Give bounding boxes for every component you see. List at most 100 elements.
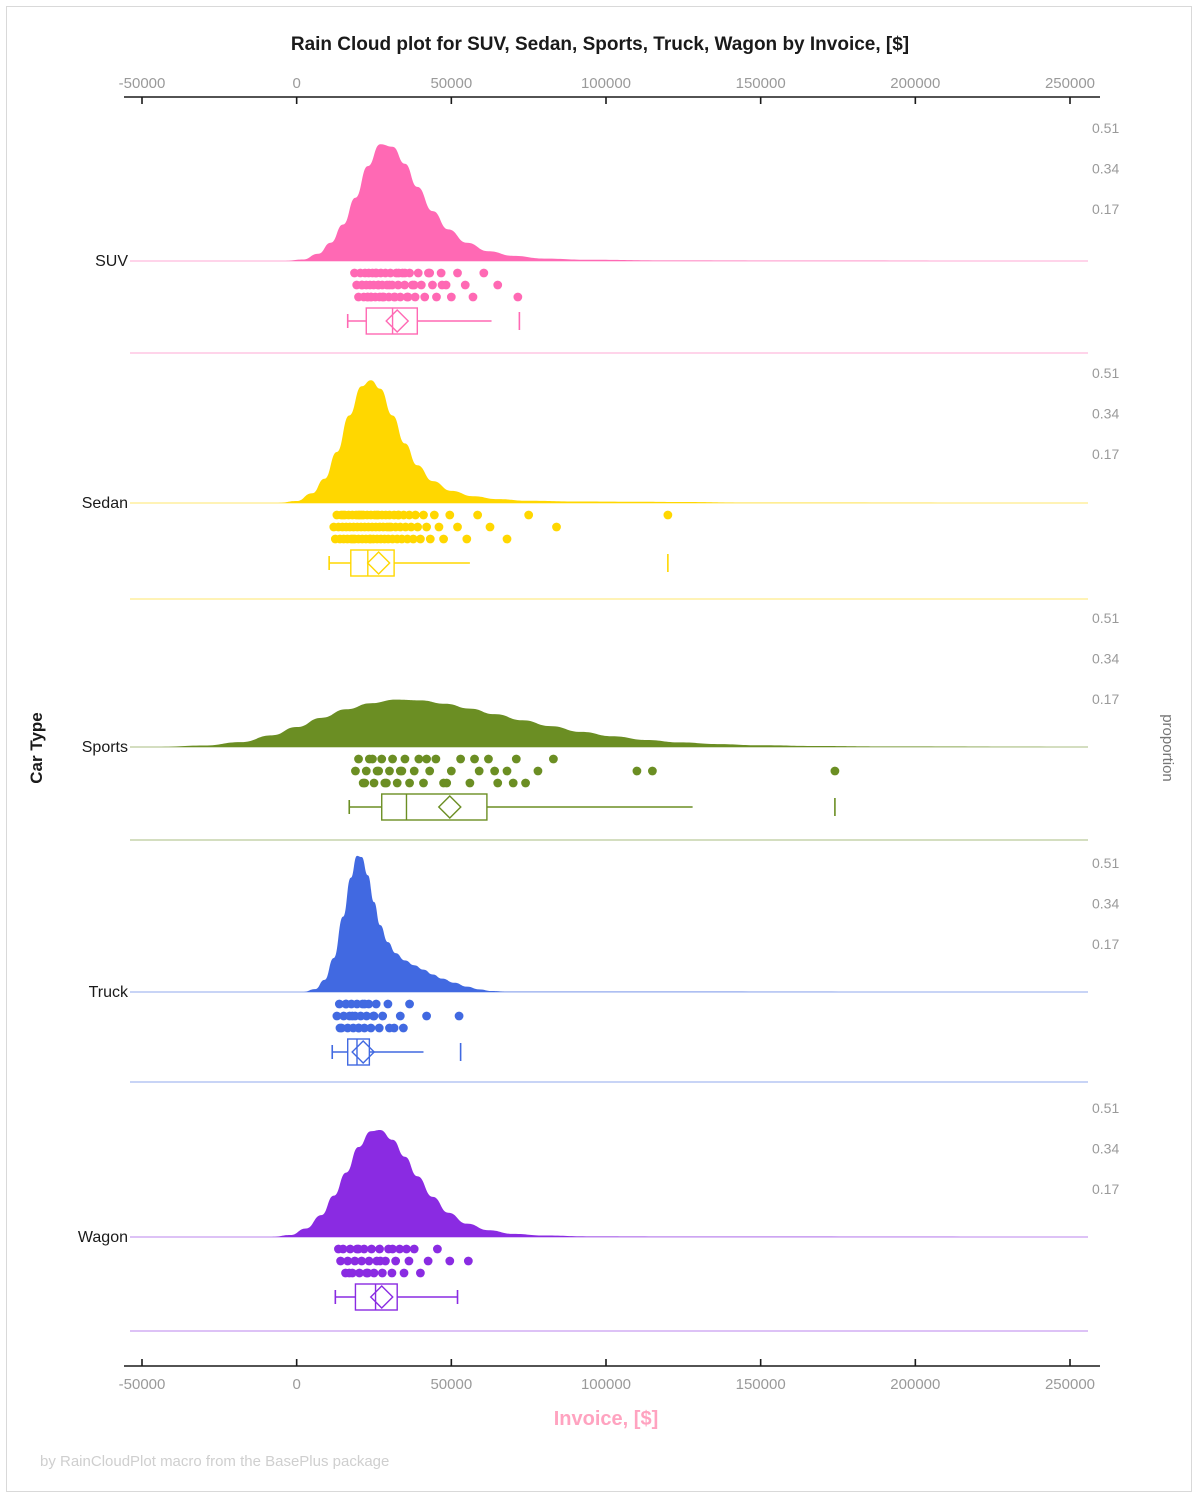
mean-diamond — [385, 309, 410, 333]
rain-dot — [473, 510, 483, 520]
rain-dot — [431, 754, 441, 764]
rain-dot — [493, 280, 503, 290]
rain-dot — [388, 1244, 397, 1254]
bottom-x-tick-6: 250000 — [1045, 1376, 1095, 1393]
rain-dot — [413, 268, 423, 278]
box-plot — [348, 793, 836, 821]
rain-dot — [453, 522, 462, 532]
y-axis-right-title: proportion — [1159, 714, 1176, 782]
rain-dot — [360, 778, 370, 788]
page-title: Rain Cloud plot for SUV, Sedan, Sports, … — [291, 34, 909, 55]
rain-dot — [374, 280, 384, 290]
rain-dot — [330, 534, 340, 544]
rain-dot — [363, 1268, 373, 1278]
rain-dot — [414, 754, 424, 764]
rain-dot — [416, 1268, 425, 1278]
top-x-tick-6: 250000 — [1045, 75, 1095, 92]
rain-dot — [479, 268, 489, 278]
panel-wagon: 0.51 0.34 0.17 Wagon — [78, 1100, 1119, 1332]
rain-dot — [366, 534, 375, 544]
panel-suv: 0.51 0.34 0.17 SUV — [95, 120, 1119, 354]
density-cloud — [278, 380, 1070, 503]
box-plot — [334, 1283, 459, 1311]
rain-dot — [348, 534, 358, 544]
rain-dot — [413, 522, 423, 532]
rain-dot — [425, 534, 435, 544]
rain-dot — [375, 1256, 385, 1266]
bottom-x-tick-1: 0 — [292, 1376, 300, 1393]
rain-dot — [663, 510, 673, 520]
rain-dot — [403, 292, 413, 302]
rain-dot — [357, 1256, 367, 1266]
rain-dot — [394, 268, 404, 278]
rain-dot — [439, 534, 448, 544]
rain-dot — [508, 778, 518, 788]
rain-dot — [402, 1244, 411, 1254]
rain-dot — [502, 766, 512, 776]
proportion-tick-sports-2: 0.17 — [1092, 691, 1119, 707]
rain-dot — [393, 280, 403, 290]
rain-dot — [436, 268, 446, 278]
rain-dot — [381, 778, 391, 788]
rain-dot — [400, 754, 410, 764]
rain-dot — [385, 1023, 394, 1033]
top-x-tick-0: -50000 — [119, 75, 166, 92]
box-plot — [346, 307, 521, 335]
proportion-tick-suv-1: 0.34 — [1092, 161, 1119, 177]
rain-dot — [364, 1256, 374, 1266]
rain-dot — [433, 1244, 442, 1254]
category-label-suv: SUV — [95, 253, 128, 270]
rain-dot — [521, 778, 530, 788]
rain-dot — [377, 1268, 387, 1278]
rain-dot — [409, 280, 419, 290]
rain-dot — [437, 280, 447, 290]
rain-dot — [335, 1023, 345, 1033]
rain-dot — [351, 766, 360, 776]
rain-dot — [334, 999, 344, 1009]
top-x-tick-4: 150000 — [736, 75, 786, 92]
rain-dot — [468, 292, 478, 302]
rain-dot — [374, 766, 384, 776]
rain-dot — [432, 292, 441, 302]
density-cloud — [302, 855, 1071, 992]
rain-dots — [329, 510, 673, 544]
bottom-x-tick-4: 150000 — [736, 1376, 786, 1393]
rain-dot — [400, 280, 410, 290]
rain-dot — [362, 1011, 371, 1021]
rain-dot — [350, 1256, 360, 1266]
rain-dot — [369, 1268, 379, 1278]
rain-dot — [456, 754, 466, 764]
rain-dots — [351, 754, 840, 788]
rain-dot — [423, 1256, 433, 1266]
rain-dot — [347, 1011, 357, 1021]
proportion-tick-wagon-1: 0.34 — [1092, 1141, 1119, 1157]
rain-dot — [357, 510, 367, 520]
rain-dot — [377, 754, 387, 764]
rain-dot — [446, 766, 456, 776]
category-label-sedan: Sedan — [82, 495, 128, 512]
rain-dot — [329, 522, 339, 532]
mean-diamond — [351, 1040, 376, 1064]
rain-dot — [393, 510, 403, 520]
rain-dot — [385, 280, 394, 290]
rain-dot — [387, 1268, 397, 1278]
rain-dot — [442, 778, 452, 788]
rain-dot — [410, 292, 420, 302]
box-plot — [331, 1038, 462, 1066]
rain-dot — [429, 510, 439, 520]
mean-diamond — [366, 551, 391, 575]
rain-dot — [416, 280, 426, 290]
mean-diamond — [369, 1285, 394, 1309]
rain-dot — [419, 778, 428, 788]
rain-dot — [392, 778, 402, 788]
panel-sedan: 0.51 0.34 0.17 Sedan — [82, 365, 1119, 600]
rain-dot — [416, 534, 425, 544]
proportion-tick-sedan-2: 0.17 — [1092, 446, 1119, 462]
rain-dot — [395, 1011, 405, 1021]
rain-dot — [395, 1244, 405, 1254]
rain-dot — [470, 754, 479, 764]
rain-dot — [361, 766, 371, 776]
bottom-x-tick-0: -50000 — [119, 1376, 166, 1393]
rain-dot — [552, 522, 561, 532]
